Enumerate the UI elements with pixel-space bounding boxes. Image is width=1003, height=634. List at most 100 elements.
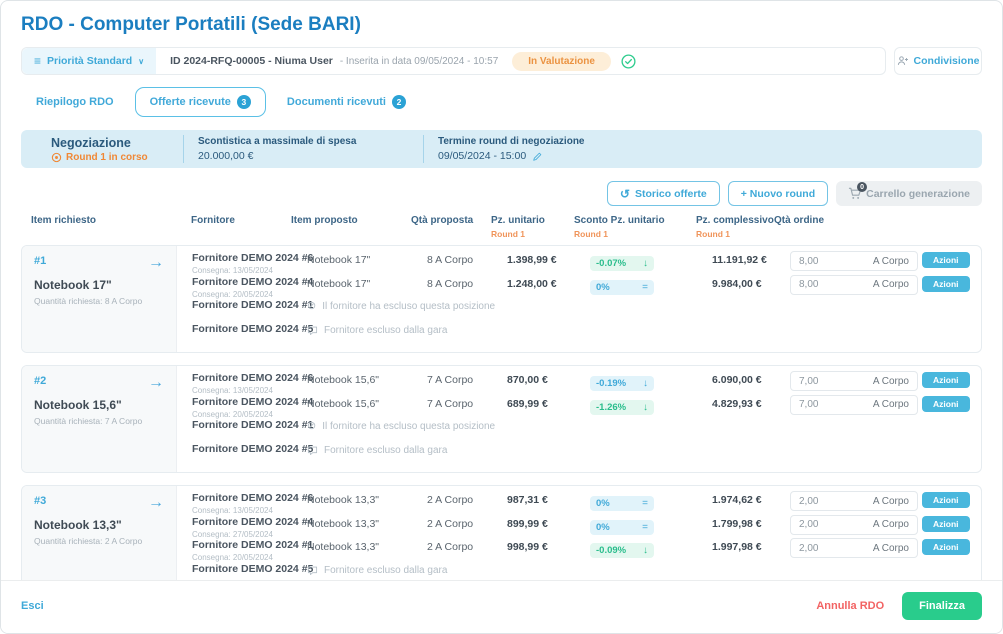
excluded-position-icon: ⊘	[307, 301, 316, 312]
chat-bubble-icon	[307, 445, 318, 456]
proposed-item: Notebook 15,6"	[307, 373, 427, 386]
item-name: Notebook 13,3"	[34, 518, 164, 532]
deadline-section: Termine round di negoziazione 09/05/2024…	[423, 135, 982, 163]
item-name: Notebook 15,6"	[34, 398, 164, 412]
excluded-position-icon: ⊘	[307, 421, 316, 432]
arrow-right-icon[interactable]: →	[148, 375, 164, 391]
exclusion-note: Il fornitore ha escluso questa posizione	[322, 301, 495, 312]
exit-link[interactable]: Esci	[21, 600, 44, 612]
chevron-down-icon: ∨	[138, 57, 144, 66]
supplier-name: Fornitore DEMO 2024 #4	[192, 397, 307, 408]
actions-button[interactable]: Azioni	[922, 539, 970, 555]
offer-rows: Fornitore DEMO 2024 #6 Consegna: 13/05/2…	[177, 486, 982, 592]
discount-label: Scontistica a massimale di spesa	[198, 136, 423, 147]
order-qty-input[interactable]	[799, 279, 845, 290]
finalize-button[interactable]: Finalizza	[902, 592, 982, 620]
proposed-item: Notebook 17"	[307, 277, 427, 290]
order-qty-box: A Corpo	[790, 538, 918, 558]
order-unit-label: A Corpo	[873, 399, 909, 410]
discount-section: Scontistica a massimale di spesa 20.000,…	[183, 135, 423, 163]
order-unit-label: A Corpo	[873, 279, 909, 290]
offer-history-button[interactable]: ↺ Storico offerte	[607, 181, 720, 206]
proposed-item: Notebook 13,3"	[307, 540, 427, 553]
discount-badge: -0.19% ↓	[590, 376, 654, 391]
supplier-name: Fornitore DEMO 2024 #1	[192, 420, 307, 431]
discount-badge: 0% =	[590, 496, 654, 511]
tab-documenti-ricevuti[interactable]: Documenti ricevuti 2	[272, 87, 421, 117]
order-qty-input[interactable]	[799, 399, 845, 410]
offer-row: Fornitore DEMO 2024 #6 Consegna: 13/05/2…	[177, 253, 982, 277]
discount-badge: -1.26% ↓	[590, 400, 654, 415]
trend-down-icon: ↓	[643, 378, 648, 389]
rdo-inserted-text: - Inserita in data 09/05/2024 - 10:57	[340, 56, 498, 67]
order-qty-input[interactable]	[799, 496, 845, 507]
supplier-name: Fornitore DEMO 2024 #6	[192, 253, 307, 264]
order-qty-box: A Corpo	[790, 371, 918, 391]
topbar-row: ≡ Priorità Standard ∨ ID 2024-RFQ-00005 …	[21, 47, 982, 75]
requested-item-cell: #3 → Notebook 13,3" Quantità richiesta: …	[22, 486, 177, 592]
offers-table-header: Item richiesto Fornitore Item proposto Q…	[21, 215, 982, 239]
proposed-qty: 2 A Corpo	[427, 540, 507, 553]
tab-riepilogo-rdo[interactable]: Riepilogo RDO	[21, 88, 129, 116]
actions-button[interactable]: Azioni	[922, 396, 970, 412]
cancel-rdo-link[interactable]: Annulla RDO	[816, 600, 884, 612]
actions-button[interactable]: Azioni	[922, 276, 970, 292]
offer-row: Fornitore DEMO 2024 #4 Consegna: 20/05/2…	[177, 397, 982, 421]
total-price: 6.090,00 €	[712, 373, 790, 386]
proposed-qty: 8 A Corpo	[427, 253, 507, 266]
item-group-card: #3 → Notebook 13,3" Quantità richiesta: …	[21, 485, 982, 593]
offer-row: Fornitore DEMO 2024 #6 Consegna: 13/05/2…	[177, 373, 982, 397]
order-qty-input[interactable]	[799, 543, 845, 554]
proposed-qty: 2 A Corpo	[427, 493, 507, 506]
order-qty-input[interactable]	[799, 519, 845, 530]
discount-badge: 0% =	[590, 280, 654, 295]
arrow-right-icon[interactable]: →	[148, 495, 164, 511]
exclusion-note: Fornitore escluso dalla gara	[324, 325, 447, 336]
negotiation-section: Negoziazione Round 1 in corso	[21, 136, 183, 163]
unit-price: 1.398,99 €	[507, 253, 590, 266]
rdo-id-text: ID 2024-RFQ-00005 - Niuma User	[170, 55, 333, 67]
order-qty-input[interactable]	[799, 256, 845, 267]
total-price: 4.829,93 €	[712, 397, 790, 410]
edit-pencil-icon[interactable]	[532, 151, 543, 162]
offer-row: Fornitore DEMO 2024 #1 Consegna: 20/05/2…	[177, 540, 982, 564]
delivery-date: Consegna: 20/05/2024	[192, 290, 307, 299]
actions-button[interactable]: Azioni	[922, 372, 970, 388]
trend-equal-icon: =	[642, 498, 648, 509]
trend-equal-icon: =	[642, 522, 648, 533]
actions-button[interactable]: Azioni	[922, 252, 970, 268]
header-item-proposed: Item proposto	[291, 215, 411, 239]
item-name: Notebook 17"	[34, 278, 164, 292]
order-qty-box: A Corpo	[790, 275, 918, 295]
rdo-info-bar: ≡ Priorità Standard ∨ ID 2024-RFQ-00005 …	[21, 47, 886, 75]
actions-button[interactable]: Azioni	[922, 516, 970, 532]
unit-price: 998,99 €	[507, 540, 590, 553]
new-round-label: + Nuovo round	[741, 188, 815, 200]
share-button[interactable]: Condivisione	[894, 47, 982, 75]
priority-dropdown[interactable]: ≡ Priorità Standard ∨	[22, 48, 156, 74]
unit-price: 689,99 €	[507, 397, 590, 410]
supplier-name: Fornitore DEMO 2024 #4	[192, 277, 307, 288]
rdo-page: RDO - Computer Portatili (Sede BARI) ≡ P…	[0, 0, 1003, 634]
item-number: #3	[34, 495, 46, 507]
arrow-right-icon[interactable]: →	[148, 255, 164, 271]
deadline-value-row: 09/05/2024 - 15:00	[438, 150, 982, 162]
header-qty-proposed: Qtà proposta	[411, 215, 491, 239]
order-unit-label: A Corpo	[873, 543, 909, 554]
item-group-card: #2 → Notebook 15,6" Quantità richiesta: …	[21, 365, 982, 473]
history-icon: ↺	[620, 188, 630, 200]
discount-badge: 0% =	[590, 520, 654, 535]
actions-button[interactable]: Azioni	[922, 492, 970, 508]
delivery-date: Consegna: 13/05/2024	[192, 386, 307, 395]
delivery-date: Consegna: 20/05/2024	[192, 553, 307, 562]
check-circle-icon	[621, 54, 636, 69]
tab-count-badge: 3	[237, 95, 251, 109]
generation-cart-button[interactable]: 0 Carrello generazione	[836, 181, 982, 206]
tab-offerte-ricevute[interactable]: Offerte ricevute 3	[135, 87, 266, 117]
footer-bar: Esci Annulla RDO Finalizza	[1, 580, 1002, 633]
negotiation-title: Negoziazione	[51, 136, 183, 150]
order-qty-input[interactable]	[799, 376, 845, 387]
negotiation-banner: Negoziazione Round 1 in corso Scontistic…	[21, 130, 982, 168]
header-discount: Sconto Pz. unitario Round 1	[574, 215, 696, 239]
new-round-button[interactable]: + Nuovo round	[728, 181, 828, 206]
